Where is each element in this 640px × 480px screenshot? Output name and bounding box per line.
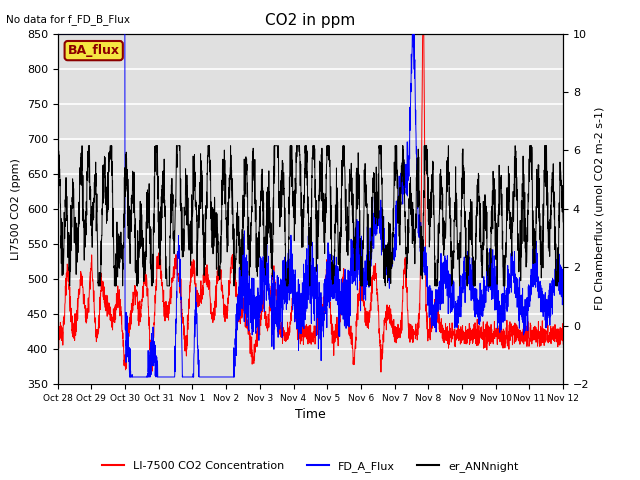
Y-axis label: LI7500 CO2 (ppm): LI7500 CO2 (ppm) <box>11 158 21 260</box>
Text: No data for f_FD_B_Flux: No data for f_FD_B_Flux <box>6 14 131 25</box>
Title: CO2 in ppm: CO2 in ppm <box>265 13 356 28</box>
Y-axis label: FD Chamberflux (umol CO2 m-2 s-1): FD Chamberflux (umol CO2 m-2 s-1) <box>595 107 605 311</box>
X-axis label: Time: Time <box>295 408 326 421</box>
Legend: LI-7500 CO2 Concentration, FD_A_Flux, er_ANNnight: LI-7500 CO2 Concentration, FD_A_Flux, er… <box>98 457 523 477</box>
Text: BA_flux: BA_flux <box>68 44 120 57</box>
